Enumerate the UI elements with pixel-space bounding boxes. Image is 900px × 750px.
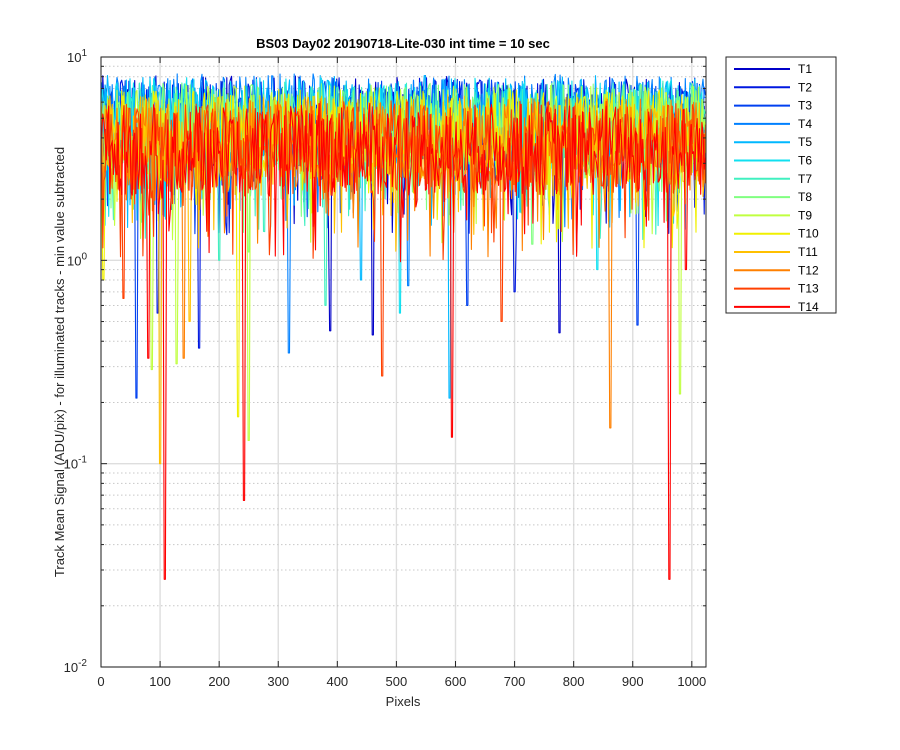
y-tick-label: 101 [67,48,87,65]
legend-label-t12: T12 [798,263,819,277]
legend-label-t2: T2 [798,80,812,94]
series-line-t12 [101,98,706,429]
legend-label-t1: T1 [798,62,812,76]
legend-box [725,56,837,314]
series-line-t13 [101,100,706,377]
legend-label-t6: T6 [798,154,812,168]
legend-label-t9: T9 [798,208,812,222]
ticks: 0 100 200 300 400 500 600 700 800 900 1000 101 100 10… [64,48,707,689]
legend-label-t5: T5 [798,135,812,149]
x-axis-label: Pixels [386,694,421,709]
legend-label-t7: T7 [798,172,812,186]
x-tick-label: 900 [622,674,644,689]
y-tick-label: 10-2 [64,658,88,675]
legend-label-t10: T10 [798,227,819,241]
legend-label-t8: T8 [798,190,812,204]
x-tick-label: 400 [326,674,348,689]
series-line-t14 [101,102,706,580]
y-tick-label: 100 [67,251,87,268]
x-tick-label: 700 [504,674,526,689]
legend-label-t13: T13 [798,282,819,296]
legend-label-t3: T3 [798,99,812,113]
axes-box [100,56,707,668]
legend-label-t14: T14 [798,300,819,314]
x-tick-label: 600 [445,674,467,689]
x-tick-label: 100 [149,674,171,689]
x-tick-label: 0 [97,674,104,689]
chart-title: BS03 Day02 20190718-Lite-030 int time = … [256,36,550,51]
x-tick-label: 1000 [677,674,706,689]
legend-label-t4: T4 [798,117,812,131]
legend-label-t11: T11 [798,245,818,259]
y-tick-label: 10-1 [64,455,88,472]
x-tick-label: 800 [563,674,585,689]
x-tick-label: 200 [208,674,230,689]
series-lines [101,73,706,580]
x-tick-label: 300 [267,674,289,689]
y-axis-label: Track Mean Signal (ADU/pix) - for illumi… [52,147,67,577]
legend: T1 T2 T3 T4 T5 T6 T7 T8 T9 T10 T11 T12 T13 T14 [725,56,837,314]
x-tick-label: 500 [386,674,408,689]
